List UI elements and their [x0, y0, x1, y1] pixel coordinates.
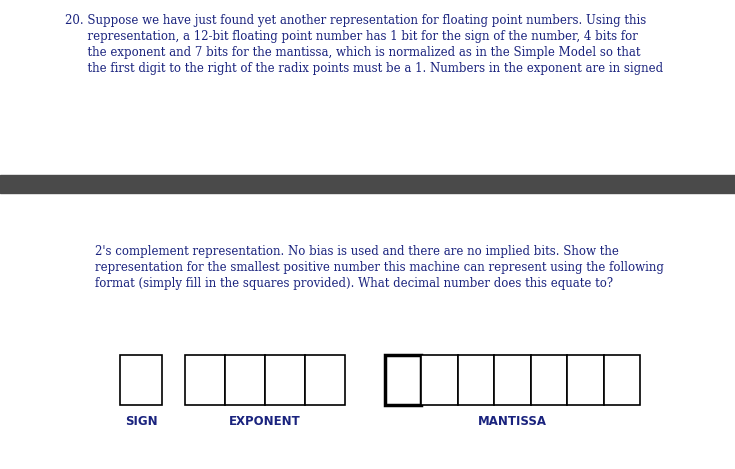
Bar	[265, 355, 305, 405]
Text: 20. Suppose we have just found yet another representation for floating point num: 20. Suppose we have just found yet anoth…	[65, 14, 646, 27]
Text: SIGN: SIGN	[125, 415, 157, 428]
Text: 2's complement representation. No bias is used and there are no implied bits. Sh: 2's complement representation. No bias i…	[95, 245, 619, 258]
Bar	[567, 355, 603, 405]
Text: representation, a 12-bit floating point number has 1 bit for the sign of the num: representation, a 12-bit floating point …	[65, 30, 638, 43]
Text: MANTISSA: MANTISSA	[478, 415, 547, 428]
Text: representation for the smallest positive number this machine can represent using: representation for the smallest positive…	[95, 261, 664, 274]
Bar	[185, 355, 225, 405]
Bar	[531, 355, 567, 405]
Text: the exponent and 7 bits for the mantissa, which is normalized as in the Simple M: the exponent and 7 bits for the mantissa…	[65, 46, 640, 59]
Bar	[458, 355, 494, 405]
Bar	[120, 355, 162, 405]
Text: format (simply fill in the squares provided). What decimal number does this equa: format (simply fill in the squares provi…	[95, 277, 613, 290]
Bar	[421, 355, 458, 405]
Bar	[494, 355, 531, 405]
Bar	[385, 355, 421, 405]
Bar	[603, 355, 640, 405]
Bar	[305, 355, 345, 405]
Text: the first digit to the right of the radix points must be a 1. Numbers in the exp: the first digit to the right of the radi…	[65, 62, 663, 75]
Text: EXPONENT: EXPONENT	[229, 415, 301, 428]
Bar	[0, 175, 735, 193]
Bar	[225, 355, 265, 405]
